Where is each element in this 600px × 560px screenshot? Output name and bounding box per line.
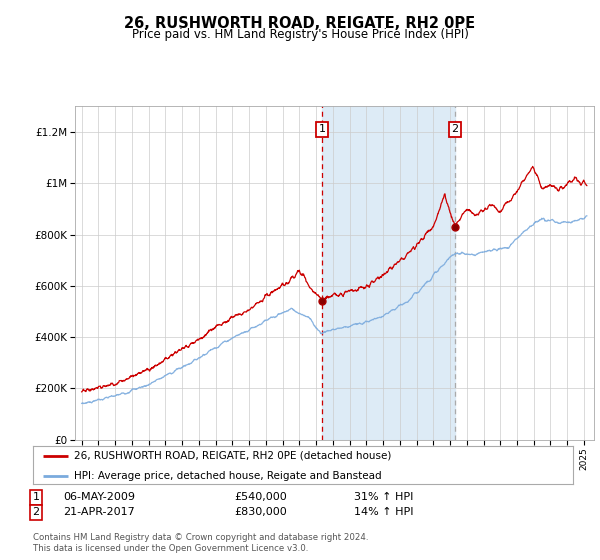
Text: HPI: Average price, detached house, Reigate and Banstead: HPI: Average price, detached house, Reig…: [74, 471, 381, 481]
Text: 21-APR-2017: 21-APR-2017: [63, 507, 135, 517]
Text: 1: 1: [32, 492, 40, 502]
Text: 2: 2: [32, 507, 40, 517]
Text: £540,000: £540,000: [234, 492, 287, 502]
Text: 14% ↑ HPI: 14% ↑ HPI: [354, 507, 413, 517]
Text: Price paid vs. HM Land Registry's House Price Index (HPI): Price paid vs. HM Land Registry's House …: [131, 28, 469, 41]
Bar: [322, 106, 455, 440]
Text: £830,000: £830,000: [234, 507, 287, 517]
Text: 26, RUSHWORTH ROAD, REIGATE, RH2 0PE (detached house): 26, RUSHWORTH ROAD, REIGATE, RH2 0PE (de…: [74, 451, 391, 461]
Text: 2: 2: [451, 124, 458, 134]
Text: 31% ↑ HPI: 31% ↑ HPI: [354, 492, 413, 502]
Text: Contains HM Land Registry data © Crown copyright and database right 2024.
This d: Contains HM Land Registry data © Crown c…: [33, 533, 368, 553]
Text: 06-MAY-2009: 06-MAY-2009: [63, 492, 135, 502]
Text: 26, RUSHWORTH ROAD, REIGATE, RH2 0PE: 26, RUSHWORTH ROAD, REIGATE, RH2 0PE: [124, 16, 476, 31]
Text: 1: 1: [319, 124, 325, 134]
